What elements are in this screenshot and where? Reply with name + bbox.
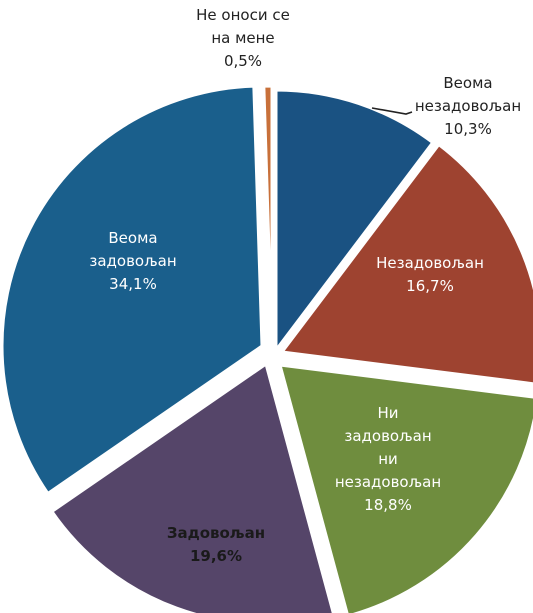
slice-label-line: Незадовољан — [376, 254, 484, 272]
slice-value-label: 18,8% — [364, 496, 412, 514]
slice-label: Веома задовољан 34,1% — [89, 229, 176, 293]
slice-value-label: 10,3% — [444, 120, 492, 138]
slice-label-line: на мене — [211, 29, 274, 47]
leader-line — [371, 107, 413, 115]
slice-label: Не оноси се на мене 0,5% — [196, 6, 290, 70]
slice-value-label: 0,5% — [224, 52, 262, 70]
slice-label: Ни задовољан ни незадовољан 18,8% — [335, 404, 441, 514]
slice-label-line: Не оноси се — [196, 6, 290, 24]
pie-slice — [274, 88, 435, 355]
slice-label-line: ни — [378, 450, 398, 468]
pie-slice — [49, 361, 335, 613]
slice-label-line: незадовољан — [335, 473, 441, 491]
slice-label-line: Ни — [377, 404, 398, 422]
pie-slice — [277, 363, 533, 613]
pie-slice — [279, 142, 533, 386]
slice-label-line: задовољан — [344, 427, 431, 445]
slice-label-line: задовољан — [89, 252, 176, 270]
pie-slices — [0, 84, 533, 613]
pie-labels: Веома незадовољан 10,3% Незадовољан 16,7% Ни з… — [89, 6, 521, 565]
slice-label-line: незадовољан — [415, 97, 521, 115]
slice-value-label: 19,6% — [190, 547, 242, 565]
slice-label: Незадовољан 16,7% — [376, 254, 484, 295]
slice-label: Веома незадовољан 10,3% — [415, 74, 521, 138]
slice-label-line: Веома — [443, 74, 492, 92]
slice-label-line: Веома — [108, 229, 157, 247]
slice-label-line: Задовољан — [167, 524, 265, 542]
slice-value-label: 16,7% — [406, 277, 454, 295]
pie-slice — [262, 84, 274, 347]
pie-slice — [0, 84, 264, 496]
slice-label: Задовољан 19,6% — [167, 524, 265, 565]
slice-value-label: 34,1% — [109, 275, 157, 293]
